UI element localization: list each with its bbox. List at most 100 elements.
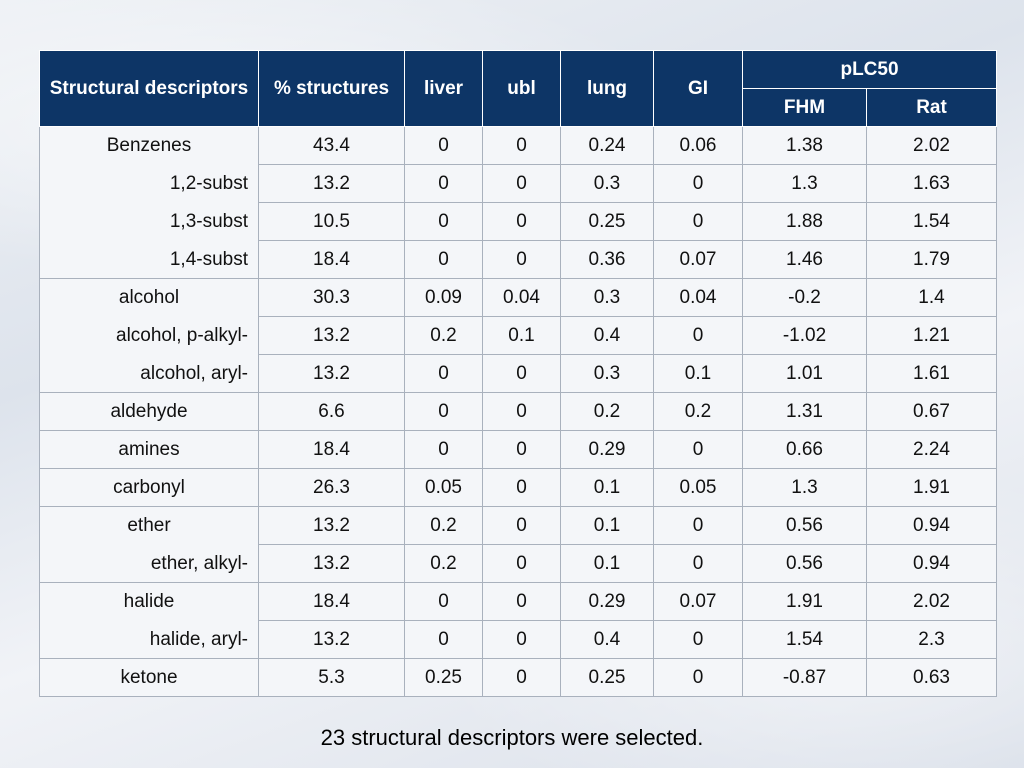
value-cell: 1.4 [865,278,998,317]
value-cell: 0 [482,620,561,659]
value-cell: 0 [482,582,561,621]
value-cell: 0.3 [560,278,654,317]
value-cell: 1.54 [865,202,998,241]
value-cell: 0 [482,392,561,431]
value-cell: 10.5 [258,202,405,241]
value-cell: 0 [482,468,561,507]
value-cell: 6.6 [258,392,405,431]
value-cell: 0 [653,544,743,583]
slide-caption: 23 structural descriptors were selected. [320,725,704,750]
value-cell: 0 [404,164,483,203]
value-cell: 1.91 [742,582,867,621]
value-cell: 0.66 [742,430,867,469]
value-cell: 0.3 [560,164,654,203]
value-cell: 1.3 [742,164,867,203]
value-cell: 1.31 [742,392,867,431]
table-row: alcohol 30.3 0.09 0.04 0.3 0.04 -0.2 1.4 [39,278,998,317]
descriptor-cell: ketone [39,658,259,697]
table-row: Benzenes 43.4 0 0 0.24 0.06 1.38 2.02 [39,126,998,165]
value-cell: 0 [653,164,743,203]
descriptor-cell: carbonyl [39,468,259,507]
value-cell: 0 [404,620,483,659]
value-cell: 1.63 [865,164,998,203]
value-cell: 0.36 [560,240,654,279]
descriptor-cell: amines [39,430,259,469]
value-cell: 18.4 [258,240,405,279]
value-cell: 0.05 [404,468,483,507]
value-cell: 0 [404,126,483,165]
table-row: carbonyl 26.3 0.05 0 0.1 0.05 1.3 1.91 [39,468,998,507]
value-cell: 0.29 [560,430,654,469]
value-cell: 18.4 [258,582,405,621]
header-structural-descriptors: Structural descriptors [39,50,259,127]
value-cell: 2.3 [865,620,998,659]
header-gi: GI [653,50,743,127]
table-row: aldehyde 6.6 0 0 0.2 0.2 1.31 0.67 [39,392,998,431]
value-cell: 0.1 [653,354,743,393]
value-cell: 0.56 [742,506,867,545]
table-row: alcohol, aryl- 13.2 0 0 0.3 0.1 1.01 1.6… [39,354,998,393]
table-row: 1,3-subst 10.5 0 0 0.25 0 1.88 1.54 [39,202,998,241]
descriptor-cell: aldehyde [39,392,259,431]
value-cell: 0.04 [482,278,561,317]
value-cell: 0 [482,658,561,697]
table-row: ketone 5.3 0.25 0 0.25 0 -0.87 0.63 [39,658,998,697]
header-fhm: FHM [742,88,867,127]
descriptor-cell: 1,3-subst [39,202,259,241]
value-cell: 13.2 [258,316,405,355]
value-cell: 0 [653,316,743,355]
value-cell: 43.4 [258,126,405,165]
value-cell: 0.25 [404,658,483,697]
value-cell: 1.54 [742,620,867,659]
value-cell: 2.02 [865,582,998,621]
value-cell: 0.24 [560,126,654,165]
header-percent-structures: % structures [258,50,405,127]
value-cell: 13.2 [258,354,405,393]
value-cell: 0 [653,430,743,469]
value-cell: 1.91 [865,468,998,507]
value-cell: 0.94 [865,544,998,583]
value-cell: 13.2 [258,506,405,545]
value-cell: 0 [404,202,483,241]
value-cell: 0.07 [653,582,743,621]
value-cell: 1.21 [865,316,998,355]
descriptor-cell: alcohol, aryl- [39,354,259,393]
header-plc50: pLC50 [741,50,998,89]
value-cell: 0.1 [560,506,654,545]
value-cell: 0 [482,544,561,583]
value-cell: 0 [482,164,561,203]
descriptor-cell: 1,4-subst [39,240,259,279]
table-row: 1,4-subst 18.4 0 0 0.36 0.07 1.46 1.79 [39,240,998,279]
table-row: alcohol, p-alkyl- 13.2 0.2 0.1 0.4 0 -1.… [39,316,998,355]
value-cell: 0.3 [560,354,654,393]
value-cell: 30.3 [258,278,405,317]
value-cell: 0 [404,582,483,621]
descriptor-cell: halide, aryl- [39,620,259,659]
value-cell: 0.25 [560,202,654,241]
value-cell: 5.3 [258,658,405,697]
value-cell: 0 [653,620,743,659]
table-row: halide 18.4 0 0 0.29 0.07 1.91 2.02 [39,582,998,621]
header-liver: liver [404,50,483,127]
value-cell: 2.24 [865,430,998,469]
value-cell: 0 [482,240,561,279]
table-row: ether 13.2 0.2 0 0.1 0 0.56 0.94 [39,506,998,545]
value-cell: 0.1 [560,468,654,507]
value-cell: 0.56 [742,544,867,583]
value-cell: 0.1 [482,316,561,355]
header-lung: lung [560,50,654,127]
table-row: halide, aryl- 13.2 0 0 0.4 0 1.54 2.3 [39,620,998,659]
value-cell: 0 [482,354,561,393]
value-cell: 1.38 [742,126,867,165]
value-cell: 0.09 [404,278,483,317]
table-row: ether, alkyl- 13.2 0.2 0 0.1 0 0.56 0.94 [39,544,998,583]
value-cell: 0 [482,202,561,241]
descriptor-cell: halide [39,582,259,621]
value-cell: 0 [482,430,561,469]
descriptor-cell: ether [39,506,259,545]
value-cell: 0 [482,506,561,545]
value-cell: 0.4 [560,316,654,355]
table-row: amines 18.4 0 0 0.29 0 0.66 2.24 [39,430,998,469]
descriptor-cell: alcohol [39,278,259,317]
value-cell: 0.63 [865,658,998,697]
